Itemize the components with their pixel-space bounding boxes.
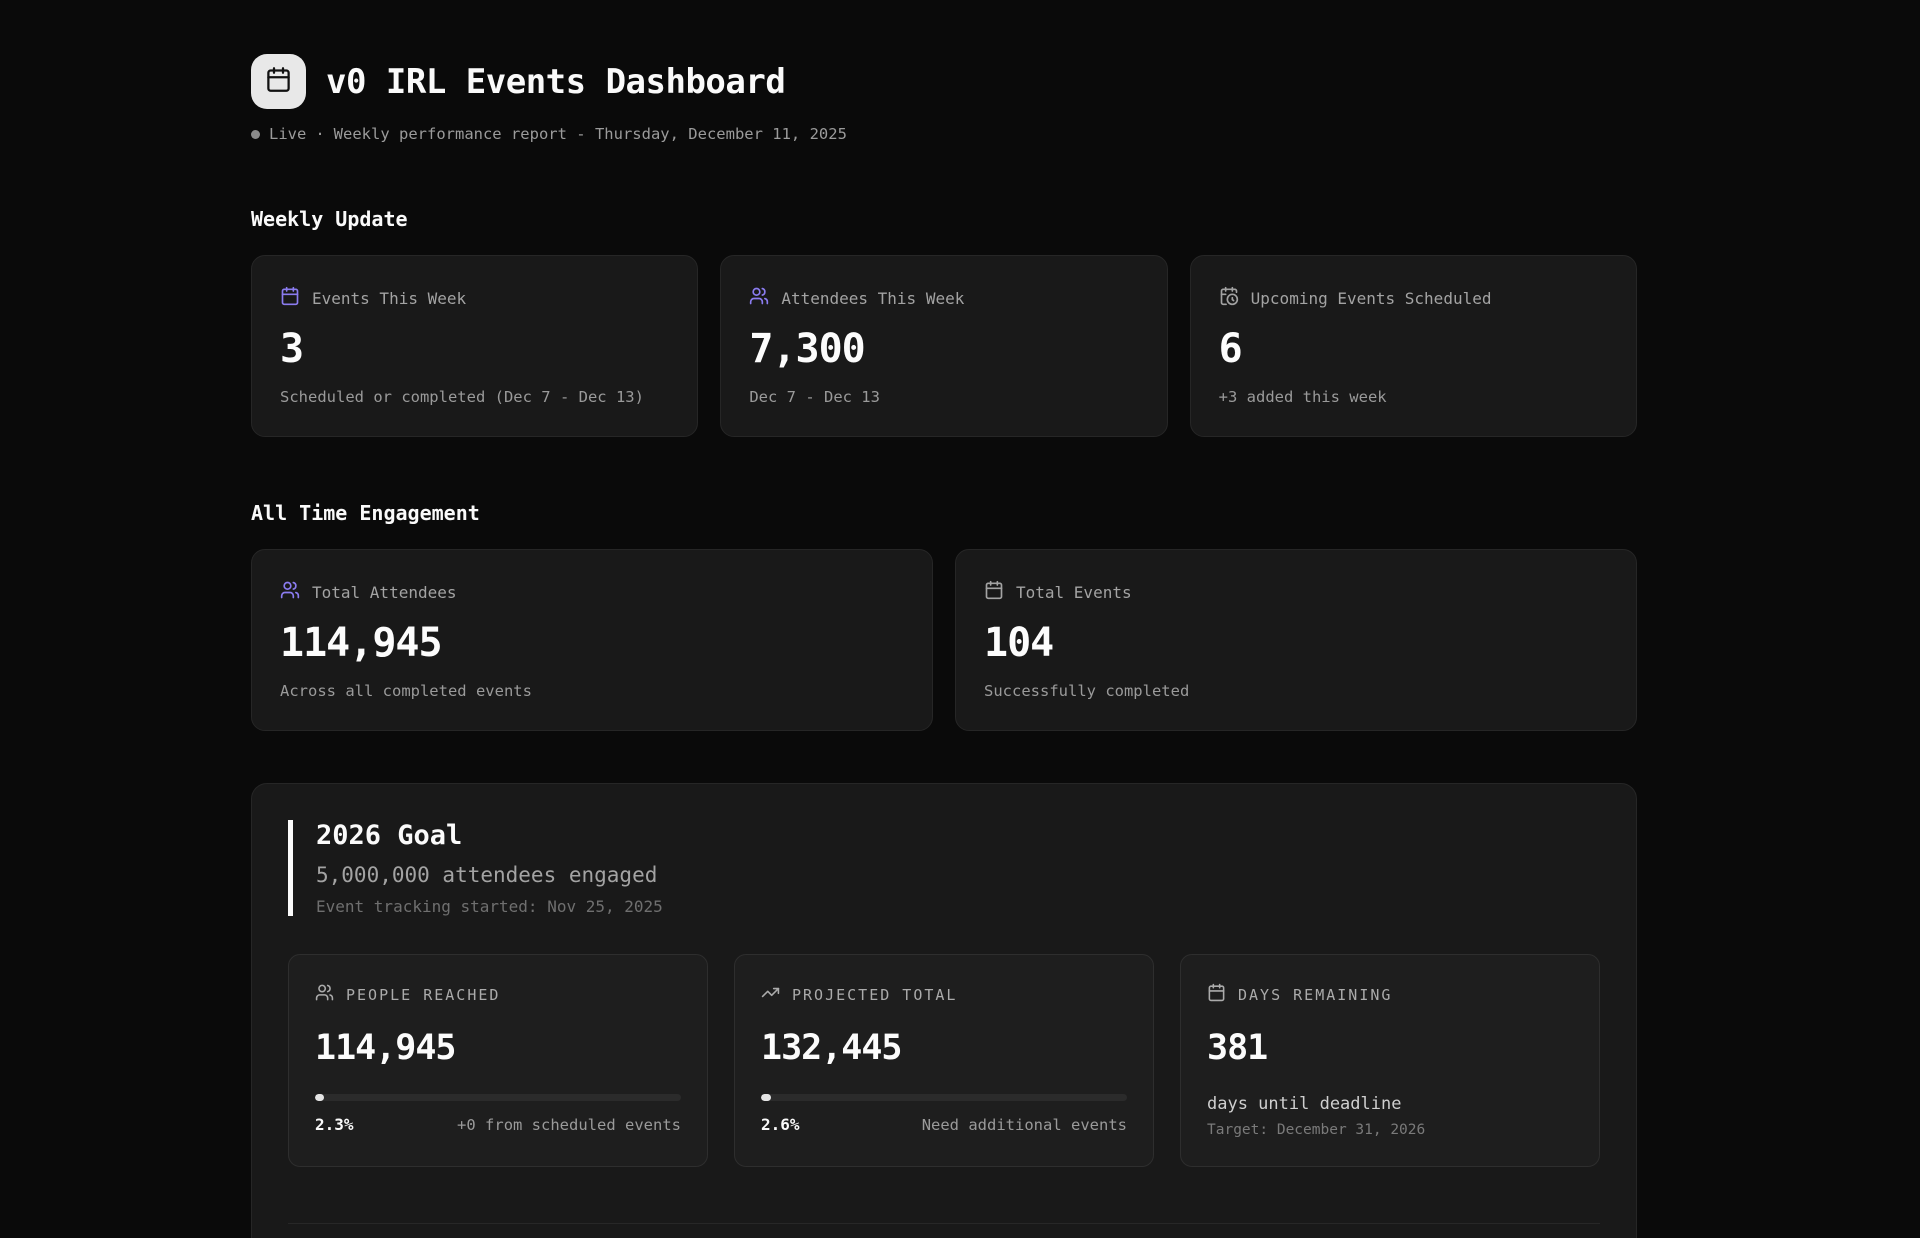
progress-fill bbox=[315, 1094, 324, 1101]
stat-value: 6 bbox=[1218, 326, 1243, 372]
goal-metric-cards: PEOPLE REACHED 114,945 2.3% +0 from sche… bbox=[288, 954, 1600, 1167]
deadline-caption: days until deadline bbox=[1207, 1094, 1402, 1114]
page-title: v0 IRL Events Dashboard bbox=[326, 61, 786, 102]
projected-total-card: PROJECTED TOTAL 132,445 2.6% Need additi… bbox=[734, 954, 1154, 1167]
metric-label: PEOPLE REACHED bbox=[346, 985, 501, 1004]
stat-description: Across all completed events bbox=[280, 682, 532, 700]
page-subtitle-row: Live · Weekly performance report - Thurs… bbox=[251, 125, 1637, 143]
progress-percent: 2.3% bbox=[315, 1115, 354, 1134]
progress-bar bbox=[761, 1094, 1127, 1101]
stat-label: Attendees This Week bbox=[781, 288, 965, 308]
all-time-heading: All Time Engagement bbox=[251, 501, 480, 525]
metric-value: 114,945 bbox=[315, 1028, 457, 1068]
goal-header: 2026 Goal 5,000,000 attendees engaged Ev… bbox=[288, 820, 1600, 916]
total-attendees-card: Total Attendees 114,945 Across all compl… bbox=[251, 549, 933, 731]
weekly-update-heading: Weekly Update bbox=[251, 207, 408, 231]
deadline-target: Target: December 31, 2026 bbox=[1207, 1122, 1426, 1138]
calendar-icon bbox=[1207, 983, 1226, 1006]
stat-description: Dec 7 - Dec 13 bbox=[749, 388, 880, 406]
dashboard-page: v0 IRL Events Dashboard Live · Weekly pe… bbox=[251, 0, 1637, 1238]
page-header: v0 IRL Events Dashboard bbox=[251, 54, 1637, 109]
attendees-this-week-card: Attendees This Week 7,300 Dec 7 - Dec 13 bbox=[720, 255, 1168, 437]
stat-description: Successfully completed bbox=[984, 682, 1190, 700]
metric-note: Need additional events bbox=[921, 1116, 1127, 1134]
progress-percent: 2.6% bbox=[761, 1115, 800, 1134]
calendar-icon bbox=[984, 580, 1004, 604]
stat-value: 104 bbox=[984, 620, 1054, 666]
live-status-label: Live bbox=[269, 125, 307, 143]
events-this-week-card: Events This Week 3 Scheduled or complete… bbox=[251, 255, 699, 437]
stat-value: 7,300 bbox=[749, 326, 865, 372]
stat-label: Events This Week bbox=[312, 288, 467, 308]
stat-description: Scheduled or completed (Dec 7 - Dec 13) bbox=[280, 388, 644, 406]
all-time-cards: Total Attendees 114,945 Across all compl… bbox=[251, 549, 1637, 731]
progress-fill bbox=[761, 1094, 771, 1101]
app-logo bbox=[251, 54, 306, 109]
stat-value: 114,945 bbox=[280, 620, 443, 666]
goal-2026-card: 2026 Goal 5,000,000 attendees engaged Ev… bbox=[251, 783, 1637, 1238]
metric-label: DAYS REMAINING bbox=[1238, 985, 1393, 1004]
calendar-clock-icon bbox=[1219, 286, 1239, 310]
metric-label: PROJECTED TOTAL bbox=[792, 985, 958, 1004]
users-icon bbox=[315, 983, 334, 1006]
days-remaining-card: DAYS REMAINING 381 days until deadline T… bbox=[1180, 954, 1600, 1167]
goal-subtitle: 5,000,000 attendees engaged bbox=[316, 863, 658, 887]
weekly-update-cards: Events This Week 3 Scheduled or complete… bbox=[251, 255, 1637, 437]
users-icon bbox=[749, 286, 769, 310]
upcoming-events-card: Upcoming Events Scheduled 6 +3 added thi… bbox=[1189, 255, 1637, 437]
metric-value: 132,445 bbox=[761, 1028, 903, 1068]
people-reached-card: PEOPLE REACHED 114,945 2.3% +0 from sche… bbox=[288, 954, 708, 1167]
metric-note: +0 from scheduled events bbox=[457, 1116, 681, 1134]
subtitle-separator: · bbox=[315, 125, 325, 143]
stat-value: 3 bbox=[280, 326, 304, 372]
goal-tracking-note: Event tracking started: Nov 25, 2025 bbox=[316, 897, 663, 916]
report-subtitle: Weekly performance report - Thursday, De… bbox=[333, 125, 847, 143]
goal-title: 2026 Goal bbox=[316, 820, 463, 851]
goal-divider bbox=[288, 1223, 1600, 1224]
stat-label: Upcoming Events Scheduled bbox=[1250, 288, 1492, 308]
calendar-icon bbox=[280, 286, 300, 310]
metric-value: 381 bbox=[1207, 1028, 1268, 1068]
stat-label: Total Events bbox=[1016, 582, 1132, 602]
users-icon bbox=[280, 580, 300, 604]
progress-bar bbox=[315, 1094, 681, 1101]
trending-up-icon bbox=[761, 983, 780, 1006]
calendar-icon bbox=[265, 66, 292, 97]
stat-description: +3 added this week bbox=[1218, 388, 1387, 406]
total-events-card: Total Events 104 Successfully completed bbox=[955, 549, 1637, 731]
live-status-dot bbox=[251, 129, 260, 139]
stat-label: Total Attendees bbox=[312, 582, 457, 602]
